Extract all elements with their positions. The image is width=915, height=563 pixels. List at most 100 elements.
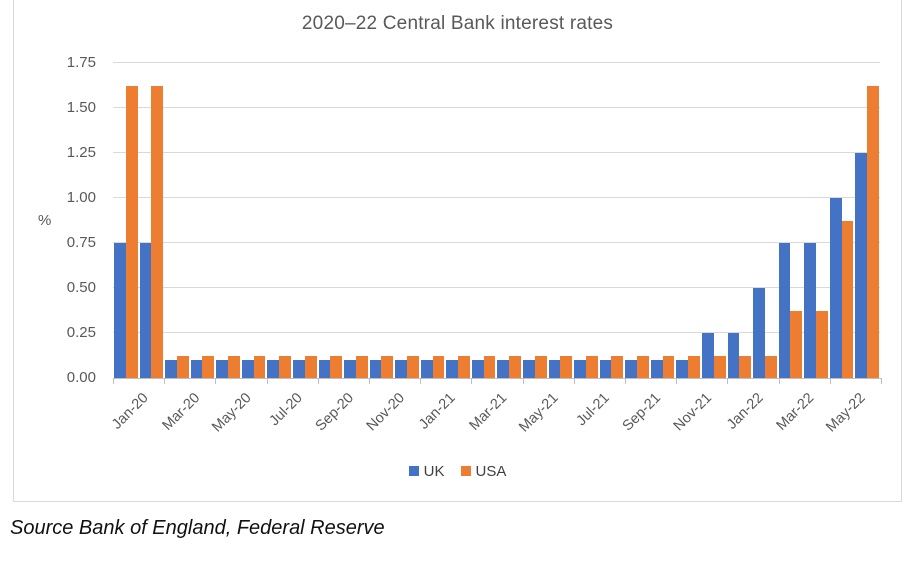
bar-group-Jan-22 [727, 63, 753, 378]
bar-uk-Mar-21 [471, 360, 484, 378]
legend-swatch-uk [408, 466, 419, 476]
x-tick-label-Jan-21: Jan-21 [416, 390, 460, 433]
x-tick-mark [881, 378, 882, 384]
bar-usa-Oct-20 [355, 355, 368, 378]
bar-uk-Oct-21 [650, 360, 663, 378]
bar-uk-Dec-20 [395, 360, 407, 378]
bar-group-Sep-21 [624, 63, 650, 378]
bar-uk-May-21 [523, 360, 535, 378]
x-tick-mark [215, 378, 217, 384]
x-tick-label-Jul-21: Jul-21 [573, 390, 613, 430]
bar-usa-Apr-22 [815, 310, 828, 378]
bar-usa-Dec-20 [406, 355, 419, 378]
bar-usa-Dec-21 [713, 355, 726, 378]
bar-group-Sep-20 [318, 63, 344, 378]
bar-uk-Dec-21 [701, 333, 714, 378]
bar-group-Dec-20 [394, 63, 420, 378]
x-tick-label-Sep-21: Sep-21 [619, 390, 664, 435]
x-tick-label-Nov-20: Nov-20 [363, 390, 408, 435]
bar-group-Feb-21 [445, 63, 471, 378]
bar-group-Aug-21 [599, 63, 625, 378]
bar-usa-Jun-20 [253, 355, 266, 378]
bar-usa-Jun-22 [867, 85, 879, 378]
bars [113, 63, 880, 378]
legend-label-usa: USA [475, 462, 507, 480]
gridline-0.50 [113, 287, 880, 288]
y-tick-label-1.75: 1.75 [66, 54, 96, 71]
x-tick-mark [471, 378, 473, 384]
y-tick-label-0.75: 0.75 [66, 234, 96, 251]
legend-item-usa: USA [460, 462, 507, 480]
x-tick-label-May-20: May-20 [208, 390, 255, 436]
x-tick-label-May-21: May-21 [515, 390, 562, 436]
bar-uk-Oct-20 [344, 360, 356, 378]
bar-uk-Jun-22 [855, 153, 868, 378]
x-axis-labels: Jan-20 Mar-20 May-20 Jul-20 Sep-20 Nov-20 Jan-… [109, 390, 881, 460]
x-tick-mark [266, 378, 268, 384]
bar-group-Oct-21 [650, 63, 676, 378]
bar-uk-Sep-21 [625, 360, 638, 378]
x-tick-mark [369, 378, 370, 384]
x-tick-label-Nov-21: Nov-21 [670, 390, 716, 435]
bar-uk-Feb-22 [753, 288, 765, 378]
bar-uk-Jan-20 [114, 243, 126, 378]
bar-group-May-22 [829, 63, 855, 378]
bar-uk-Aug-21 [599, 360, 612, 378]
bar-uk-Jul-20 [267, 360, 280, 378]
y-tick-label-1.25: 1.25 [66, 144, 96, 161]
gridline-0.25 [113, 332, 880, 333]
bar-group-Dec-21 [701, 63, 727, 378]
bar-usa-Mar-20 [176, 355, 189, 378]
bar-group-Jun-21 [548, 63, 574, 378]
bar-usa-Apr-20 [202, 355, 215, 378]
x-axis-line [113, 378, 881, 379]
x-tick-mark [727, 378, 729, 384]
gridline-1.00 [113, 197, 880, 198]
bar-usa-Jul-21 [585, 355, 598, 378]
x-tick-label-Sep-20: Sep-20 [312, 390, 357, 435]
bar-usa-Aug-21 [611, 355, 624, 378]
bar-group-Feb-20 [139, 63, 165, 378]
x-tick-mark [573, 378, 575, 384]
bar-uk-Jan-22 [727, 333, 740, 378]
x-tick-mark [522, 378, 524, 384]
x-tick-label-Mar-21: Mar-21 [466, 390, 511, 434]
x-tick-label-Jan-20: Jan-20 [109, 390, 152, 433]
bar-usa-Feb-21 [458, 355, 470, 378]
bar-uk-Apr-20 [190, 360, 203, 378]
y-axis-labels: 0.00 0.25 0.50 0.75 1.00 1.25 1.50 1.75 [0, 55, 100, 386]
bar-uk-May-22 [829, 198, 842, 378]
bar-uk-Feb-20 [139, 243, 152, 378]
bar-usa-Jan-21 [432, 355, 445, 378]
x-tick-mark [113, 378, 114, 384]
bar-usa-Nov-21 [688, 355, 700, 378]
bar-uk-Mar-22 [778, 243, 791, 378]
bar-group-Apr-20 [190, 63, 216, 378]
bar-uk-May-20 [216, 360, 229, 378]
y-tick-label-0.00: 0.00 [66, 369, 96, 386]
x-tick-label-Mar-20: Mar-20 [159, 390, 204, 434]
bar-group-Jun-22 [854, 63, 880, 378]
bar-uk-Sep-20 [318, 360, 331, 378]
y-tick-label-0.25: 0.25 [66, 324, 96, 342]
bar-uk-Nov-20 [369, 360, 382, 378]
bar-group-Jun-20 [241, 63, 267, 378]
bar-usa-Sep-21 [637, 355, 649, 378]
bar-uk-Apr-21 [497, 360, 510, 378]
chart-title: 2020–22 Central Bank interest rates [301, 13, 614, 34]
x-tick-mark [676, 378, 678, 384]
bar-group-May-21 [522, 63, 548, 378]
bar-uk-Apr-22 [804, 243, 816, 378]
bar-group-Apr-21 [496, 63, 522, 378]
bar-uk-Jun-21 [548, 360, 561, 378]
gridline-1.50 [113, 107, 880, 108]
bar-usa-May-21 [534, 355, 547, 378]
bar-usa-Jan-22 [739, 355, 752, 378]
bar-uk-Jun-20 [241, 360, 254, 378]
x-tick-label-Jul-20: Jul-20 [266, 390, 306, 430]
bar-uk-Nov-21 [676, 360, 689, 378]
bar-usa-Jan-20 [125, 85, 138, 378]
bar-group-Apr-22 [803, 63, 829, 378]
x-tick-mark [625, 378, 626, 384]
